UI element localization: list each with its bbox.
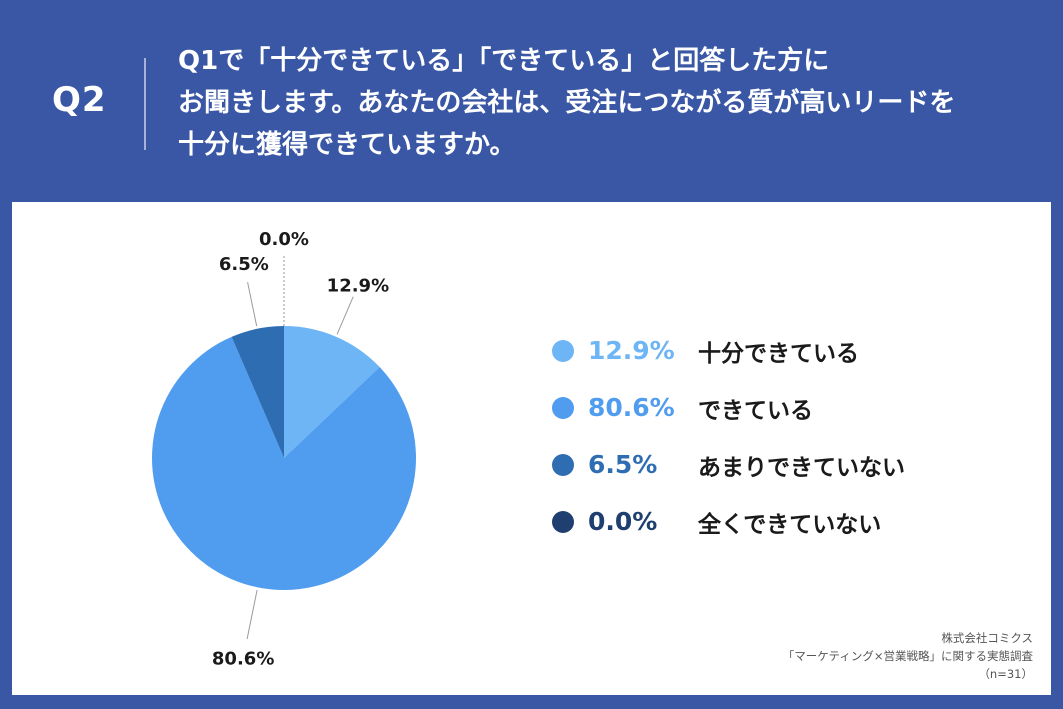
- legend-value: 0.0%: [588, 507, 658, 536]
- pie-chart: 12.9% 80.6% 6.5% 0.0%: [152, 229, 416, 669]
- pie-slice: [284, 326, 380, 458]
- legend-value: 80.6%: [588, 393, 675, 422]
- legend-label: 十分できている: [698, 340, 859, 367]
- legend-item: 12.9% 十分できている: [552, 322, 905, 379]
- data-label: 80.6%: [212, 648, 274, 669]
- legend-dot: [552, 339, 574, 362]
- source-credit: 株式会社コミクス 「マーケティング×営業戦略」に関する実態調査 （n=31）: [783, 629, 1033, 683]
- header-divider: [144, 58, 146, 150]
- data-label: 12.9%: [327, 276, 389, 297]
- question-line: お聞きします。あなたの会社は、受注につながる質が高いリードを: [178, 88, 956, 118]
- legend-label: あまりできていない: [698, 454, 905, 481]
- legend-label: できている: [698, 397, 813, 424]
- legend-dot: [552, 453, 574, 476]
- legend-dot: [552, 510, 574, 533]
- data-label: 0.0%: [259, 229, 309, 250]
- credit-sample: （n=31）: [978, 667, 1033, 681]
- legend-label: 全くできていない: [698, 511, 882, 538]
- legend-item: 6.5% あまりできていない: [552, 436, 905, 493]
- legend-item: 0.0% 全くできていない: [552, 493, 905, 550]
- leader-line: [246, 589, 258, 640]
- legend-dot: [552, 396, 574, 419]
- leader-line: [336, 296, 354, 335]
- header-banner: Q2 Q1で「十分できている」「できている」と回答した方に お聞きします。あなた…: [0, 0, 1063, 200]
- legend-value: 6.5%: [588, 450, 658, 479]
- question-text: Q1で「十分できている」「できている」と回答した方に お聞きします。あなたの会社…: [178, 40, 1048, 166]
- question-number: Q2: [52, 80, 107, 120]
- question-line: Q1で「十分できている」「できている」と回答した方に: [178, 46, 830, 76]
- pie-slice: [231, 326, 284, 458]
- pie-slice: [152, 336, 416, 590]
- leader-line: [247, 282, 258, 327]
- legend-value: 12.9%: [588, 336, 675, 365]
- question-line: 十分に獲得できていますか。: [178, 130, 516, 160]
- data-label: 6.5%: [219, 254, 269, 275]
- chart-card: 12.9% 80.6% 6.5% 0.0% 12.9% 十分できている 80.6% で…: [12, 202, 1051, 695]
- credit-company: 株式会社コミクス: [941, 631, 1033, 645]
- legend-item: 80.6% できている: [552, 379, 905, 436]
- credit-survey: 「マーケティング×営業戦略」に関する実態調査: [782, 649, 1033, 663]
- legend: 12.9% 十分できている 80.6% できている 6.5% あまりできていない…: [552, 322, 905, 550]
